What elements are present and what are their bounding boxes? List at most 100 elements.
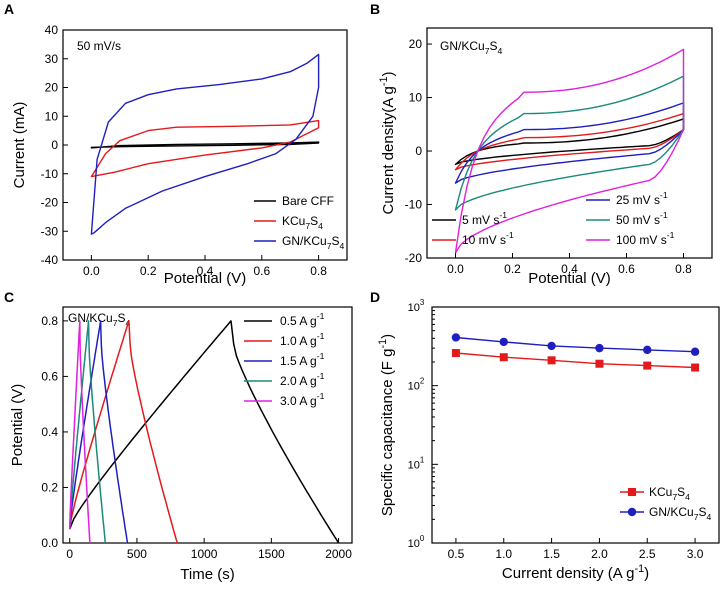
x-tick-label: 0.6 [253,264,270,278]
panel-letter: A [4,1,14,17]
x-tick-label: 0 [66,547,73,561]
x-tick-label: 2000 [325,547,352,561]
x-axis-title: Potential (V) [164,270,247,287]
y-axis-title: Specific capacitance (F g-1) [377,334,396,516]
x-tick-label: 2.5 [639,547,656,561]
panel-letter: C [4,289,14,305]
y-tick-label: 0 [415,144,422,158]
y-tick-label: 20 [45,81,59,95]
data-point [691,363,700,372]
y-tick-label: 30 [45,52,59,66]
plot-frame [62,306,353,544]
data-point [547,341,556,351]
panel-b: B 0.0 0.2 0.4 0.6 0.8 -20 -10 0 10 20 GN/KCu7S4 25 m… [370,1,713,287]
legend-label: Bare CFF [282,194,334,208]
x-tick-label: 0.8 [310,264,327,278]
x-axis-title: Current density (A g-1) [502,563,649,582]
data-point [643,345,652,355]
y-tick-label: -30 [41,224,59,238]
y-axis-title: Current density(A g-1) [378,71,397,214]
x-tick-label: 0.2 [140,264,157,278]
panel-letter: D [370,289,380,305]
x-tick-label: 500 [127,547,147,561]
x-tick-label: 0.4 [561,262,578,276]
panel-d: D 0.5 1.0 1.5 2.0 2.5 3.0 100 101 102 103 KCu7S4 GN/… [370,289,720,582]
material-annotation: GN/KCu7S4 [440,39,503,56]
x-axis-title: Potential (V) [528,270,611,287]
capacitance-line [455,336,696,353]
x-tick-label: 0.2 [504,262,521,276]
x-tick-label: 1.5 [543,547,560,561]
data-point [690,347,700,356]
y-tick-label: 20 [409,37,423,51]
x-tick-label: 0.4 [197,264,214,278]
x-tick-label: 0.0 [447,262,464,276]
y-tick-label: 0.8 [41,314,58,328]
legend-label: 1.0 A g-1 [280,331,325,348]
x-tick-label: 0.8 [675,262,692,276]
x-axis-title: Time (s) [180,566,234,583]
y-tick-label: 40 [45,23,59,37]
y-tick-label: 0.2 [41,480,58,494]
x-tick-label: 0.5 [448,547,465,561]
legend-label: 0.5 A g-1 [280,311,325,328]
x-tick-label: 0.6 [618,262,635,276]
legend-label: 100 mV s-1 [616,230,675,247]
legend-marker [627,507,637,517]
panel-a: A 0.0 0.2 0.4 0.6 0.8 -40 -30 -20 -10 0 10 20 30 40 50 … [4,1,348,287]
legend-marker [628,488,636,496]
y-tick-label: 100 [408,534,425,550]
x-tick-label: 0.0 [83,264,100,278]
legend-label: 1.5 A g-1 [280,351,325,368]
x-tick-label: 1000 [191,547,218,561]
y-tick-label: 10 [45,109,59,123]
gcd-curve [68,320,179,544]
data-point [547,356,556,365]
y-tick-label: 102 [408,377,425,393]
cv-curve [90,53,320,235]
y-tick-label: -20 [405,251,423,265]
plot-frame [431,306,720,544]
x-tick-label: 1.0 [495,547,512,561]
scan-rate-annotation: 50 mV/s [77,39,121,53]
gcd-curve [69,320,340,544]
gcd-curve [68,320,91,544]
data-point [643,361,652,370]
data-point [499,353,508,362]
y-tick-label: 0.4 [41,425,58,439]
legend-label: 2.0 A g-1 [280,371,325,388]
gcd-curve [68,320,129,544]
cv-curve [90,141,320,149]
data-point [451,349,460,358]
legend-label: GN/KCu7S4 [649,505,712,522]
legend-label: 5 mV s-1 [462,210,507,227]
cv-curve [454,48,685,254]
gcd-curve [68,320,107,544]
data-point [595,359,604,368]
panel-letter: B [370,1,380,17]
y-tick-label: -10 [405,198,423,212]
legend-label: KCu7S4 [649,485,690,502]
data-point [595,343,604,353]
legend-label: GN/KCu7S4 [282,234,345,251]
y-tick-label: -10 [41,167,59,181]
data-point [451,333,461,342]
x-tick-label: 1500 [258,547,285,561]
y-tick-label: -40 [41,253,59,267]
legend-label: KCu7S4 [282,214,323,231]
y-tick-label: 101 [408,455,425,471]
y-tick-label: -20 [41,196,59,210]
data-point [499,337,508,347]
y-tick-label: 103 [408,298,425,314]
cv-curve [454,118,685,166]
x-tick-label: 2.0 [591,547,608,561]
capacitance-line [455,352,696,369]
legend-label: 25 mV s-1 [616,190,668,207]
cv-curve [90,119,320,178]
legend-label: 10 mV s-1 [462,230,514,247]
legend-label: 50 mV s-1 [616,210,668,227]
y-axis-title: Current (mA) [11,102,28,189]
x-tick-label: 3.0 [687,547,704,561]
